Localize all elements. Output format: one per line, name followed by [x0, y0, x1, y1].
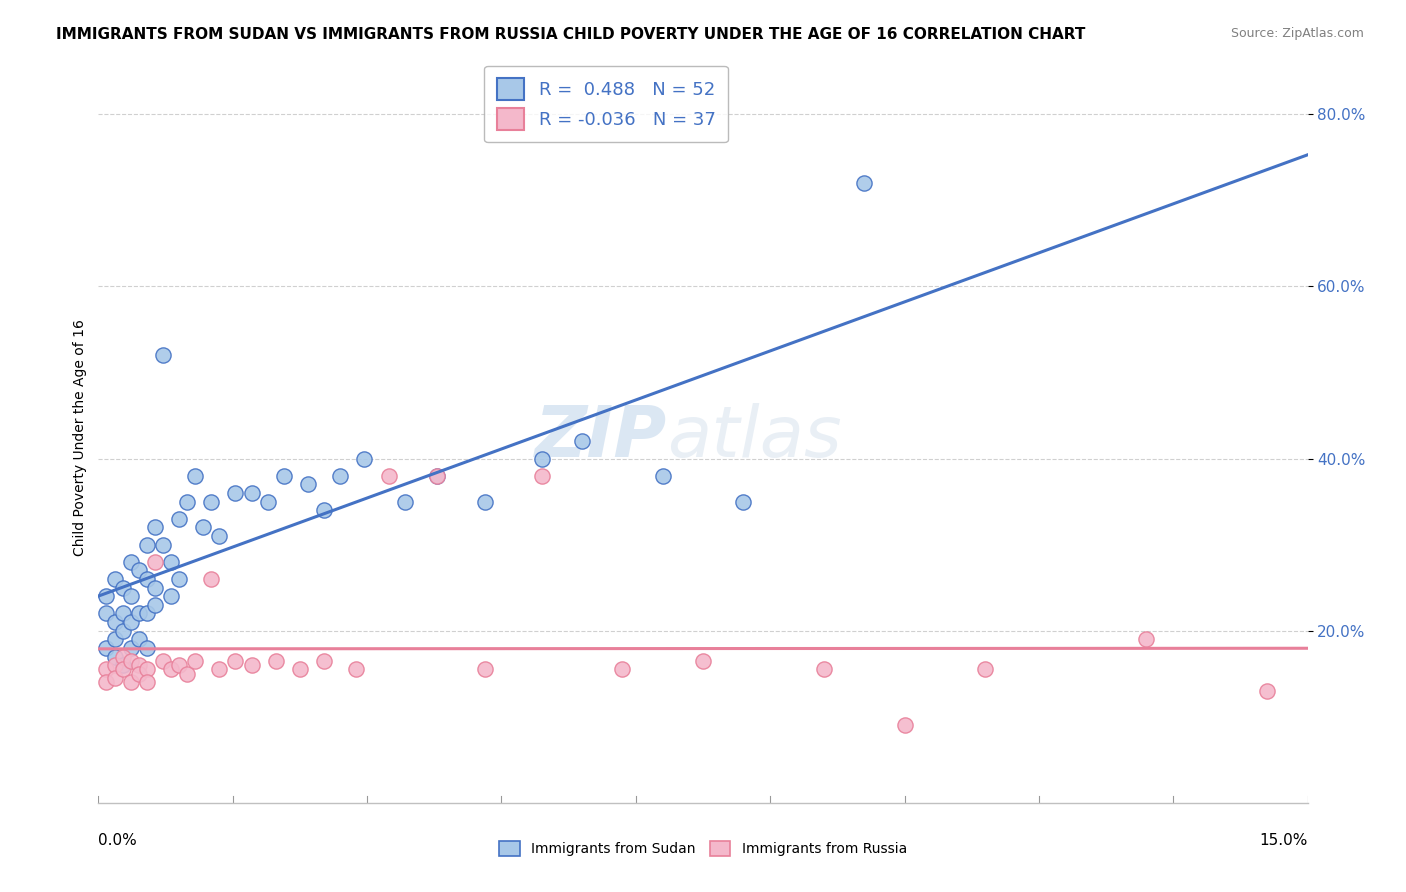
Point: [224, 486, 246, 500]
Point: [135, 675, 157, 690]
Point: [264, 654, 287, 668]
Point: [96, 640, 118, 655]
Point: [96, 607, 118, 621]
Point: [103, 658, 125, 673]
Point: [208, 662, 231, 676]
Point: [200, 572, 222, 586]
Point: [329, 468, 352, 483]
Point: [530, 468, 553, 483]
Point: [426, 468, 449, 483]
Point: [240, 658, 263, 673]
Legend: Immigrants from Sudan, Immigrants from Russia: Immigrants from Sudan, Immigrants from R…: [494, 836, 912, 862]
Point: [160, 555, 183, 569]
Point: [167, 658, 190, 673]
Point: [426, 468, 449, 483]
Point: [813, 662, 835, 676]
Point: [297, 477, 319, 491]
Point: [111, 624, 134, 638]
Point: [120, 589, 142, 603]
Point: [111, 607, 134, 621]
Point: [1135, 632, 1157, 647]
Point: [256, 494, 278, 508]
Point: [974, 662, 997, 676]
Point: [135, 662, 157, 676]
Point: [128, 632, 150, 647]
Point: [314, 654, 336, 668]
Point: [152, 538, 174, 552]
Point: [353, 451, 375, 466]
Point: [111, 658, 134, 673]
Point: [167, 512, 190, 526]
Point: [394, 494, 416, 508]
Text: atlas: atlas: [666, 402, 841, 472]
Point: [224, 654, 246, 668]
Point: [176, 494, 198, 508]
Point: [128, 564, 150, 578]
Point: [314, 503, 336, 517]
Point: [143, 520, 166, 534]
Point: [530, 451, 553, 466]
Point: [1256, 684, 1278, 698]
Point: [128, 666, 150, 681]
Point: [184, 468, 207, 483]
Point: [288, 662, 311, 676]
Point: [120, 654, 142, 668]
Y-axis label: Child Poverty Under the Age of 16: Child Poverty Under the Age of 16: [73, 318, 87, 556]
Point: [103, 671, 125, 685]
Point: [143, 555, 166, 569]
Point: [96, 662, 118, 676]
Text: Source: ZipAtlas.com: Source: ZipAtlas.com: [1230, 27, 1364, 40]
Point: [160, 589, 183, 603]
Point: [111, 649, 134, 664]
Point: [176, 666, 198, 681]
Text: 0.0%: 0.0%: [98, 833, 138, 848]
Point: [344, 662, 367, 676]
Point: [152, 654, 174, 668]
Point: [135, 538, 157, 552]
Point: [893, 718, 915, 732]
Point: [96, 675, 118, 690]
Point: [240, 486, 263, 500]
Point: [571, 434, 593, 449]
Point: [200, 494, 222, 508]
Point: [143, 598, 166, 612]
Point: [273, 468, 295, 483]
Point: [111, 662, 134, 676]
Point: [120, 615, 142, 629]
Point: [152, 348, 174, 362]
Point: [208, 529, 231, 543]
Point: [193, 520, 215, 534]
Point: [103, 632, 125, 647]
Point: [612, 662, 634, 676]
Point: [135, 607, 157, 621]
Point: [167, 572, 190, 586]
Point: [96, 589, 118, 603]
Point: [103, 572, 125, 586]
Point: [103, 615, 125, 629]
Text: ZIP: ZIP: [534, 402, 666, 472]
Point: [160, 662, 183, 676]
Point: [143, 581, 166, 595]
Point: [128, 607, 150, 621]
Point: [135, 572, 157, 586]
Point: [120, 555, 142, 569]
Point: [135, 640, 157, 655]
Text: 15.0%: 15.0%: [1260, 833, 1308, 848]
Point: [103, 649, 125, 664]
Point: [120, 675, 142, 690]
Point: [128, 658, 150, 673]
Point: [184, 654, 207, 668]
Point: [377, 468, 399, 483]
Point: [474, 494, 496, 508]
Point: [853, 176, 876, 190]
Text: IMMIGRANTS FROM SUDAN VS IMMIGRANTS FROM RUSSIA CHILD POVERTY UNDER THE AGE OF 1: IMMIGRANTS FROM SUDAN VS IMMIGRANTS FROM…: [56, 27, 1085, 42]
Point: [651, 468, 673, 483]
Point: [120, 640, 142, 655]
Point: [111, 581, 134, 595]
Point: [474, 662, 496, 676]
Point: [733, 494, 755, 508]
Point: [692, 654, 714, 668]
